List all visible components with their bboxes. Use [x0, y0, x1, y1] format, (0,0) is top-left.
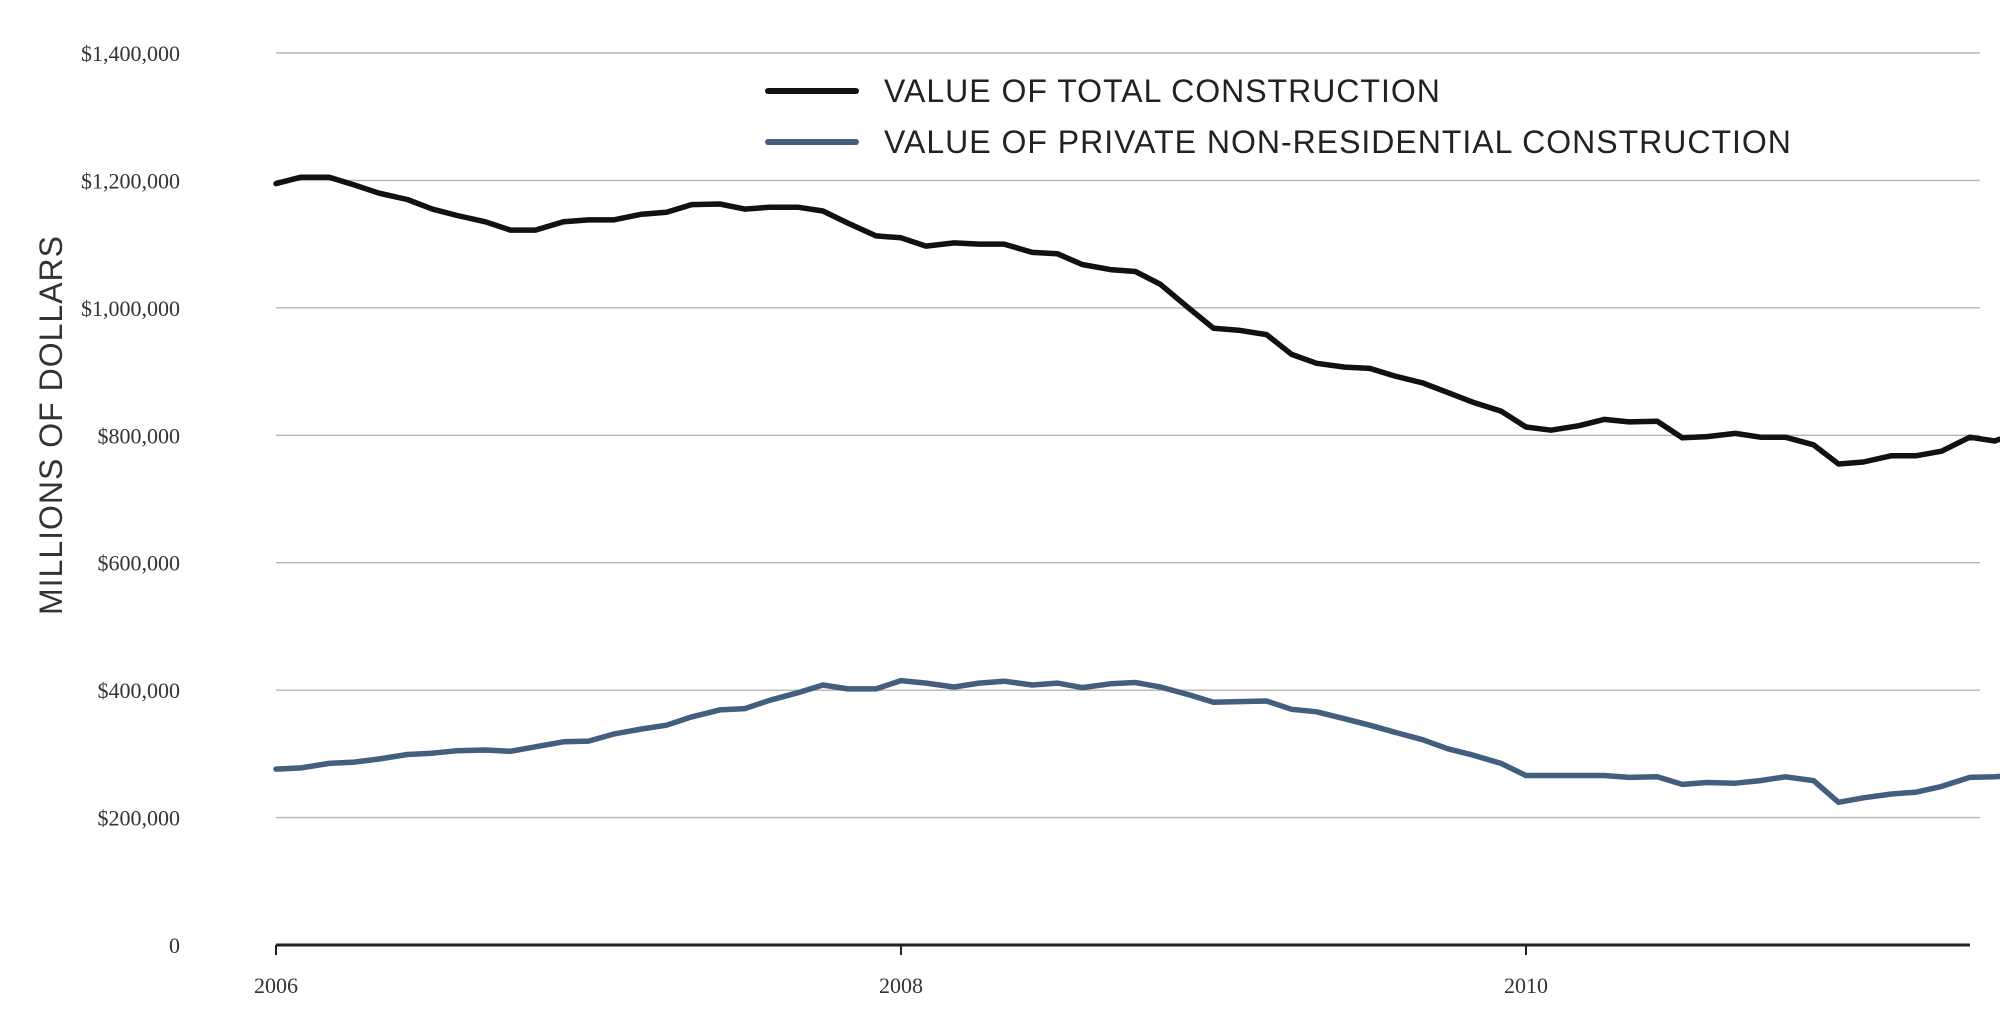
- y-tick-label-4: $800,000: [98, 423, 181, 448]
- series-line-total-construction: [273, 174, 2000, 467]
- series-lines: [273, 174, 2000, 806]
- y-axis-label: MILLIONS OF DOLLARS: [33, 235, 69, 615]
- gridlines: [276, 52, 1980, 947]
- y-tick-label-1: $200,000: [98, 806, 181, 831]
- y-tick-label-2: $400,000: [98, 678, 181, 703]
- legend-label-total-construction: VALUE OF TOTAL CONSTRUCTION: [884, 73, 1441, 109]
- y-axis-tick-labels: 0 $200,000 $400,000 $600,000 $800,000 $1,000,…: [81, 41, 180, 958]
- x-axis-tick-labels: 200620082010201220142016: [254, 945, 1548, 998]
- y-tick-label-5: $1,000,000: [81, 296, 180, 321]
- y-tick-label-3: $600,000: [98, 551, 181, 576]
- y-tick-label-7: $1,400,000: [81, 41, 180, 66]
- legend-item-total-construction: VALUE OF TOTAL CONSTRUCTION: [765, 73, 1441, 109]
- x-tick-label-1: 2008: [879, 973, 923, 998]
- legend-label-private-non-residential: VALUE OF PRIVATE NON-RESIDENTIAL CONSTRU…: [884, 124, 1792, 160]
- series-line-private-non-residential: [273, 677, 2000, 806]
- legend-item-private-non-residential: VALUE OF PRIVATE NON-RESIDENTIAL CONSTRU…: [765, 124, 1792, 160]
- x-tick-label-0: 2006: [254, 973, 298, 998]
- y-tick-label-6: $1,200,000: [81, 168, 180, 193]
- legend: VALUE OF TOTAL CONSTRUCTION VALUE OF PRI…: [765, 73, 1792, 160]
- x-tick-label-2: 2010: [1504, 973, 1548, 998]
- y-tick-label-0: 0: [169, 933, 180, 958]
